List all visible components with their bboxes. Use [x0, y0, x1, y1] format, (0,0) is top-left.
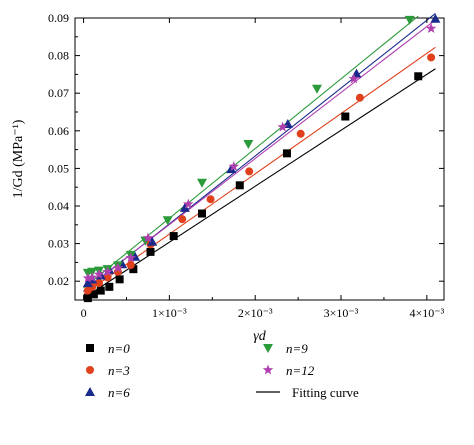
legend-label: n=9 — [286, 341, 308, 356]
point-triangle-down — [197, 178, 208, 188]
point-triangle-down — [162, 216, 173, 226]
point-star — [102, 266, 113, 277]
data-points — [82, 13, 441, 303]
point-circle — [355, 93, 364, 102]
x-tick-label: 0 — [81, 306, 87, 320]
point-star — [86, 271, 98, 282]
x-tick-label: 3×10⁻³ — [324, 306, 359, 320]
point-square — [414, 72, 423, 81]
point-circle — [245, 167, 254, 176]
y-tick-label: 0.08 — [48, 49, 69, 63]
point-triangle-down — [243, 139, 254, 149]
point-circle — [178, 215, 187, 224]
legend: n=0 n=3 n=6 n=9 n=12 Fitting curve — [85, 341, 359, 400]
fit-line-circle — [83, 46, 436, 295]
legend-marker — [86, 344, 94, 352]
y-axis-title: 1/Gd (MPa⁻¹) — [11, 119, 26, 198]
point-triangle-up — [430, 13, 441, 23]
fit-lines — [83, 13, 436, 299]
point-star — [93, 268, 105, 279]
point-star — [425, 23, 437, 33]
point-square — [341, 112, 350, 121]
point-square — [83, 294, 92, 303]
point-square — [235, 181, 244, 190]
fit-line-star — [83, 19, 436, 292]
y-tick-label: 0.06 — [48, 124, 69, 138]
legend-label: n=3 — [108, 363, 130, 378]
x-tick-label: 2×10⁻³ — [238, 306, 273, 320]
point-square — [89, 290, 98, 299]
legend-label: n=6 — [108, 385, 130, 400]
point-circle — [95, 279, 104, 288]
y-tick-label: 0.07 — [48, 86, 69, 100]
x-tick-label: 1×10⁻³ — [152, 306, 187, 320]
point-star — [228, 161, 239, 171]
point-square — [105, 282, 114, 291]
point-star — [125, 252, 137, 263]
point-star — [142, 232, 154, 243]
y-tick-label: 0.09 — [48, 11, 69, 25]
axis-labels: 0.02 0.03 0.04 0.05 0.06 0.07 0.08 0.09 0 1×10⁻³ 2… — [11, 11, 445, 344]
fit-line-triangle-down — [83, 15, 419, 289]
legend-fit-label: Fitting curve — [292, 385, 359, 400]
point-circle — [126, 261, 135, 270]
point-square — [129, 265, 138, 274]
x-axis-title: γd — [253, 329, 267, 344]
legend-label: n=0 — [108, 341, 130, 356]
y-tick-label: 0.04 — [48, 199, 69, 213]
point-square — [169, 232, 178, 241]
point-square — [146, 247, 155, 256]
axes — [75, 17, 444, 301]
plot-frame — [74, 17, 445, 301]
point-triangle-up — [179, 202, 190, 212]
plot-border — [74, 17, 445, 301]
y-tick-label: 0.03 — [48, 237, 69, 251]
point-circle — [296, 129, 305, 138]
point-star — [82, 272, 94, 283]
point-star — [112, 262, 124, 273]
y-tick-label: 0.05 — [48, 161, 69, 175]
legend-marker — [262, 364, 274, 375]
point-square — [198, 209, 207, 218]
y-tick-label: 0.02 — [48, 274, 69, 288]
legend-marker — [85, 387, 95, 396]
point-square — [115, 275, 124, 284]
point-square — [282, 149, 291, 158]
point-circle — [103, 273, 112, 282]
x-tick-label: 4×10⁻³ — [409, 306, 444, 320]
legend-marker — [86, 366, 94, 374]
point-circle — [427, 53, 436, 62]
point-triangle-down — [404, 15, 415, 25]
fit-line-square — [83, 68, 436, 299]
point-triangle-down — [311, 84, 322, 94]
legend-marker — [263, 344, 273, 353]
point-star — [183, 198, 194, 209]
point-square — [96, 286, 105, 295]
point-star — [348, 73, 360, 84]
point-circle — [206, 195, 215, 204]
point-triangle-up — [147, 236, 158, 246]
legend-label: n=12 — [286, 363, 315, 378]
point-star — [277, 121, 288, 132]
